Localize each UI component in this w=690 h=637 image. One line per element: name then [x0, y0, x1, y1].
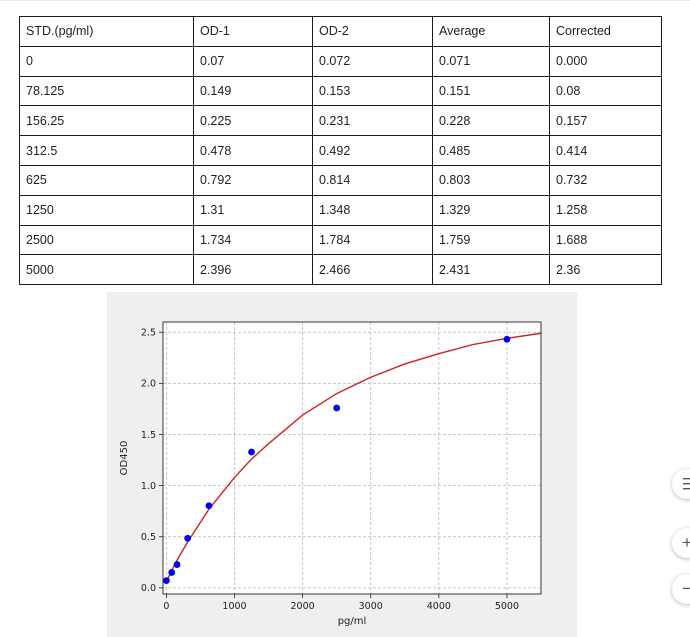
std-cell: 156.25 [19, 105, 194, 137]
corrected-cell: 0.08 [549, 75, 662, 107]
table-row: 78.125 0.149 0.153 0.151 0.08 [19, 75, 662, 107]
plot-area [163, 322, 541, 594]
table-row: 0 0.07 0.072 0.071 0.000 [19, 45, 662, 77]
od2-cell: 0.153 [312, 75, 433, 107]
column-header: OD-1 [193, 16, 313, 47]
column-header: OD-2 [312, 16, 433, 47]
x-tick-label: 5000 [495, 601, 519, 612]
table-header-row: STD.(pg/ml) OD-1 OD-2 Average Corrected [19, 16, 662, 47]
page-top-divider [0, 0, 690, 1]
table-row: 2500 1.734 1.784 1.759 1.688 [19, 224, 662, 256]
data-point [333, 404, 341, 412]
y-tick-label: 0.0 [141, 583, 156, 594]
y-tick-label: 2.0 [141, 379, 156, 390]
od1-cell: 0.792 [193, 164, 313, 196]
y-axis-label: OD450 [119, 441, 130, 476]
x-tick-label: 2000 [291, 601, 315, 612]
y-tick-label: 1.5 [141, 430, 156, 441]
table-row: 156.25 0.225 0.231 0.228 0.157 [19, 105, 662, 137]
x-axis-label: pg/ml [338, 616, 367, 627]
average-cell: 0.485 [432, 135, 550, 166]
od1-cell: 0.225 [193, 105, 313, 137]
std-cell: 2500 [19, 224, 194, 256]
plot-frame [162, 321, 542, 595]
data-point [168, 569, 176, 576]
corrected-cell: 0.414 [549, 135, 662, 166]
column-header: STD.(pg/ml) [19, 16, 194, 47]
od1-cell: 2.396 [193, 254, 313, 286]
std-cell: 625 [19, 164, 194, 196]
data-point [173, 561, 181, 568]
std-cell: 1250 [19, 194, 194, 226]
average-cell: 1.759 [432, 224, 550, 256]
od2-cell: 1.784 [312, 224, 433, 256]
data-point [503, 335, 511, 343]
corrected-cell: 1.258 [549, 194, 662, 226]
od1-cell: 1.734 [193, 224, 313, 256]
y-tick-label: 0.5 [141, 532, 156, 543]
corrected-cell: 0.157 [549, 105, 662, 137]
data-point [184, 534, 192, 542]
od1-cell: 0.149 [193, 75, 313, 107]
od2-cell: 0.231 [312, 105, 433, 137]
corrected-cell: 2.36 [549, 254, 662, 286]
table-row: 5000 2.396 2.466 2.431 2.36 [19, 254, 662, 286]
fit-curve [165, 332, 542, 583]
average-cell: 2.431 [432, 254, 550, 286]
x-tick-label: 4000 [427, 601, 451, 612]
standard-curve-chart: 0 1000 2000 3000 4000 5000 0.0 0.5 1.0 1.5 2.0 2.5 p… [119, 321, 542, 627]
std-cell: 5000 [19, 254, 194, 286]
std-cell: 0 [19, 45, 194, 77]
corrected-cell: 1.688 [549, 224, 662, 256]
table-row: 1250 1.31 1.348 1.329 1.258 [19, 194, 662, 226]
standard-curve-figure: 0 1000 2000 3000 4000 5000 0.0 0.5 1.0 1.5 2.0 2.5 p… [107, 292, 577, 637]
x-tick-label: 0 [163, 601, 169, 612]
od1-cell: 1.31 [193, 194, 313, 226]
std-cell: 312.5 [19, 135, 194, 166]
std-cell: 78.125 [19, 75, 194, 107]
standard-curve-table: STD.(pg/ml) OD-1 OD-2 Average Corrected 0 0.07… [19, 16, 662, 286]
od2-cell: 2.466 [312, 254, 433, 286]
od1-cell: 0.07 [193, 45, 313, 77]
corrected-cell: 0.000 [549, 45, 662, 77]
corrected-cell: 0.732 [549, 164, 662, 196]
y-tick-label: 2.5 [141, 328, 156, 339]
x-tick-label: 1000 [222, 601, 246, 612]
layout-icon[interactable]: ⇶ [672, 469, 690, 499]
average-cell: 0.803 [432, 164, 550, 196]
average-cell: 1.329 [432, 194, 550, 226]
x-tick-label: 3000 [359, 601, 383, 612]
data-point [163, 577, 170, 585]
y-tick-label: 1.0 [141, 481, 156, 492]
data-point [248, 448, 255, 456]
table-row: 312.5 0.478 0.492 0.485 0.414 [19, 135, 662, 166]
od2-cell: 0.814 [312, 164, 433, 196]
od2-cell: 0.072 [312, 45, 433, 77]
average-cell: 0.151 [432, 75, 550, 107]
zoom-in-icon[interactable]: + [672, 528, 690, 558]
data-point [205, 502, 213, 510]
zoom-out-icon[interactable]: − [672, 574, 690, 604]
od1-cell: 0.478 [193, 135, 313, 166]
column-header: Corrected [549, 16, 662, 47]
table-row: 625 0.792 0.814 0.803 0.732 [19, 164, 662, 196]
od2-cell: 1.348 [312, 194, 433, 226]
column-header: Average [432, 16, 550, 47]
average-cell: 0.071 [432, 45, 550, 77]
average-cell: 0.228 [432, 105, 550, 137]
od2-cell: 0.492 [312, 135, 433, 166]
